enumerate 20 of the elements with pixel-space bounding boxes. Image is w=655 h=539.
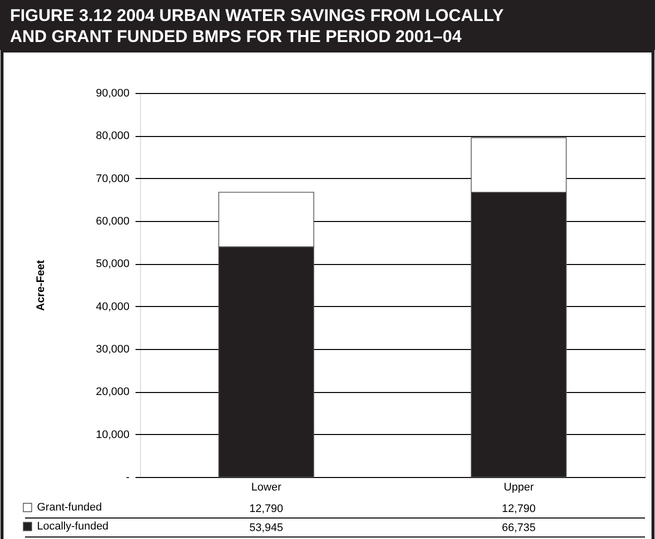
y-tick-label: 10,000 — [96, 428, 130, 441]
y-tick-label: 20,000 — [96, 386, 130, 398]
data-label: 12,790 — [502, 503, 536, 515]
data-label: 12,790 — [249, 503, 284, 515]
y-tick-label: 40,000 — [96, 300, 130, 313]
legend-label: Locally-funded — [37, 520, 109, 532]
y-tick-label: - — [126, 472, 130, 484]
y-axis-title: Acre-Feet — [34, 260, 47, 311]
y-tick-label: 50,000 — [96, 258, 130, 270]
y-tick-label: 90,000 — [96, 88, 130, 100]
x-tick-label: Upper — [504, 482, 534, 494]
data-label: 66,735 — [502, 522, 536, 534]
data-label: 53,945 — [249, 522, 284, 534]
x-tick-label: Lower — [251, 482, 282, 494]
legend-label: Grant-funded — [37, 502, 102, 514]
chart-title: FIGURE 3.12 2004 URBAN WATER SAVINGS FROM LOCALLY AND GRANT FUNDED BMPS FOR THE PERIOD 2001–04 — [10, 6, 504, 46]
y-tick-label: 80,000 — [96, 130, 130, 142]
y-tick-label: 30,000 — [96, 344, 130, 356]
y-tick-label: 70,000 — [96, 172, 130, 185]
y-tick-label: 60,000 — [96, 216, 130, 228]
